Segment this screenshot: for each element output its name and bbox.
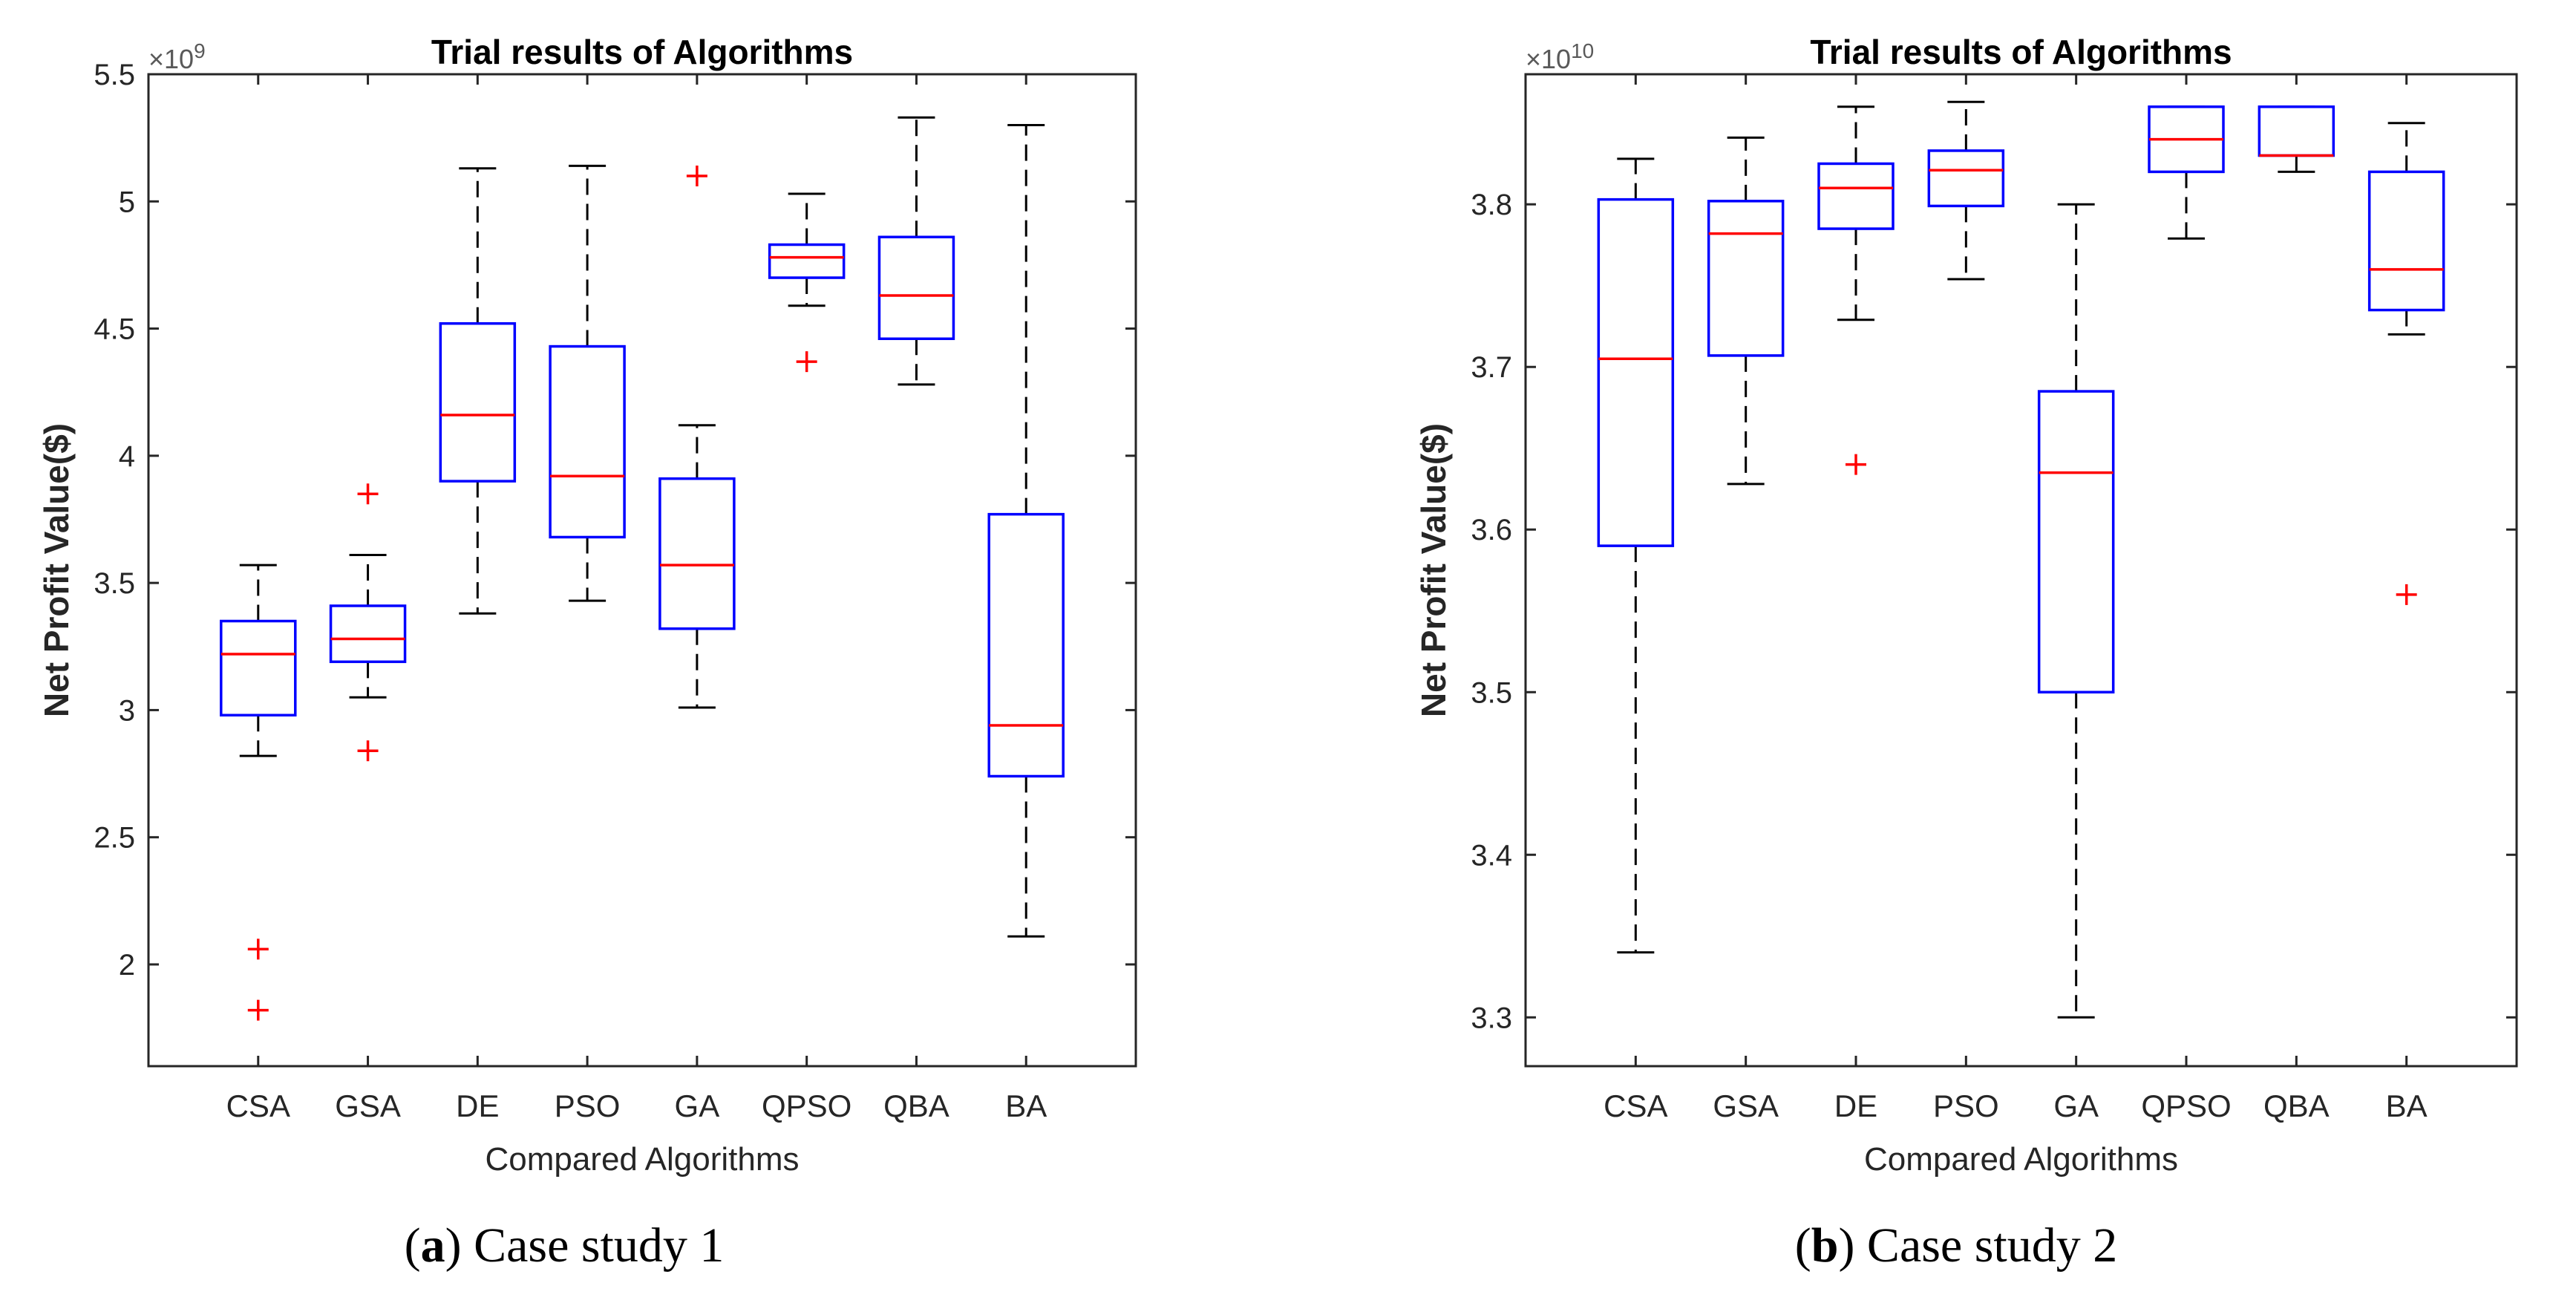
panel-a-gsa-box: [329, 604, 407, 664]
panel-a-ytick-label: 3: [119, 694, 135, 727]
panel-a-axes-frame: [147, 73, 1137, 1068]
panel-a-qba-box: [877, 235, 955, 341]
panel-b-csa-xtick-label: CSA: [1604, 1088, 1667, 1123]
panel-b-pso-box: [1927, 149, 2005, 208]
panel-b-de-xtick-label: DE: [1834, 1088, 1877, 1123]
caption-a: (a) Case study 1: [404, 1218, 725, 1273]
panel-a-ytick-label: 4.5: [94, 313, 135, 346]
panel-b-ytick-label: 3.5: [1471, 676, 1512, 709]
panel-a-qpso-outlier: [796, 351, 817, 373]
panel-a-de-xtick-label: DE: [456, 1088, 499, 1123]
panel-b-exponent-label: ×1010: [1526, 39, 1594, 74]
panel-a-ga-outlier: [686, 166, 707, 187]
panel-b-ytick-label: 3.4: [1471, 839, 1512, 872]
panel-a-de-box: [439, 321, 517, 483]
panel-a-csa-outlier: [247, 938, 269, 960]
panel-b-de-box: [1817, 162, 1895, 230]
panel-a-ytick-label: 5.5: [94, 59, 135, 91]
panel-a-xlabel: Compared Algorithms: [485, 1141, 799, 1178]
panel-a-ytick-label: 2: [119, 949, 135, 982]
panel-a-gsa-xtick-label: GSA: [335, 1088, 401, 1123]
panel-b-csa-box: [1597, 197, 1675, 547]
panel-a-ytick-label: 5: [119, 186, 135, 218]
panel-a-ba-xtick-label: BA: [1005, 1088, 1047, 1123]
panel-b-ba-box: [2367, 170, 2445, 312]
panel-a-pso-box: [549, 344, 626, 539]
panel-b-xlabel: Compared Algorithms: [1864, 1141, 2178, 1178]
panel-a-ytick-label: 4: [119, 440, 135, 473]
panel-a-ytick-label: 3.5: [94, 567, 135, 600]
panel-b-ba-xtick-label: BA: [2386, 1088, 2428, 1123]
panel-a-gsa-outlier: [357, 483, 379, 505]
panel-a-gsa-outlier: [357, 740, 379, 762]
panel-a-exponent-label: ×109: [148, 39, 206, 74]
panel-a-qpso-box: [768, 243, 846, 279]
panel-a-ga-xtick-label: GA: [675, 1088, 720, 1123]
panel-a-csa-xtick-label: CSA: [226, 1088, 290, 1123]
panel-b-ba-outlier: [2396, 584, 2417, 605]
panel-a-csa-outlier: [247, 999, 269, 1021]
panel-b-de-outlier: [1846, 454, 1866, 475]
panel-a-ga-box: [658, 477, 736, 630]
panel-b-ytick-label: 3.8: [1471, 189, 1512, 221]
panel-b-qba-xtick-label: QBA: [2263, 1088, 2330, 1123]
panel-a-ytick-label: 2.5: [94, 822, 135, 855]
panel-b-ga-box: [2037, 390, 2115, 694]
panel-a-ylabel: Net Profit Value($): [37, 423, 76, 717]
panel-a-ba-box: [987, 512, 1065, 778]
caption-b: (b) Case study 2: [1794, 1218, 2118, 1273]
panel-a-csa-box: [220, 619, 297, 717]
panel-b-ylabel: Net Profit Value($): [1414, 423, 1453, 717]
panel-b-ga-xtick-label: GA: [2053, 1088, 2099, 1123]
panel-b-pso-xtick-label: PSO: [1933, 1088, 1999, 1123]
panel-a-qba-xtick-label: QBA: [883, 1088, 949, 1123]
panel-b-ytick-label: 3.3: [1471, 1002, 1512, 1034]
panel-b-axes-frame: [1524, 73, 2518, 1068]
panel-b-gsa-box: [1707, 200, 1785, 357]
panel-a-qpso-xtick-label: QPSO: [762, 1088, 851, 1123]
panel-a-pso-xtick-label: PSO: [555, 1088, 621, 1123]
panel-a-title: Trial results of Algorithms: [431, 33, 853, 71]
panel-b-ytick-label: 3.7: [1471, 351, 1512, 384]
panel-b-title: Trial results of Algorithms: [1810, 33, 2232, 71]
panel-b-ytick-label: 3.6: [1471, 514, 1512, 546]
panel-b-qba-box: [2258, 105, 2335, 157]
panel-b-qpso-xtick-label: QPSO: [2141, 1088, 2231, 1123]
panel-b-gsa-xtick-label: GSA: [1713, 1088, 1779, 1123]
